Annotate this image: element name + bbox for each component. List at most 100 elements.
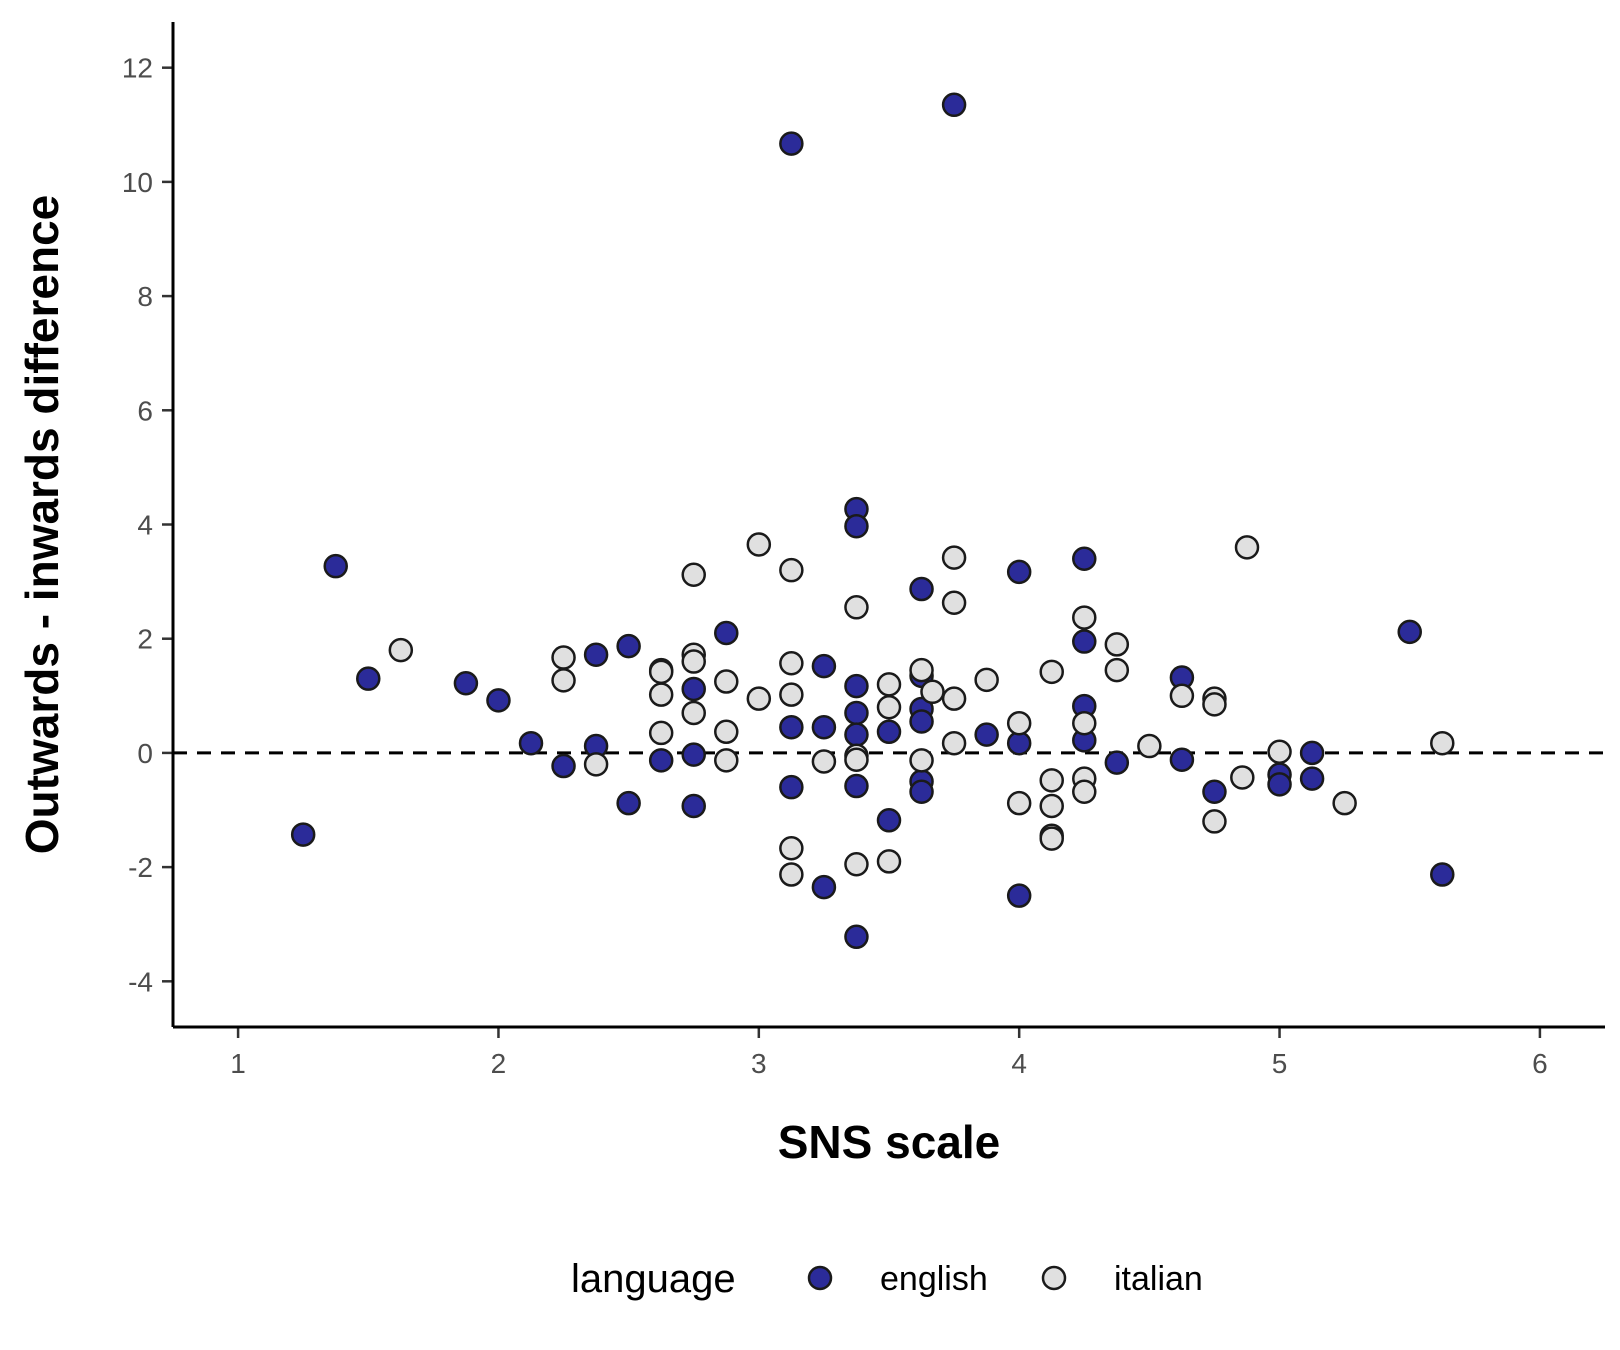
point-english: [453, 670, 479, 696]
point-italian: [1267, 739, 1292, 765]
point-english: [1104, 750, 1130, 775]
y-tick-label: 0: [137, 738, 153, 769]
y-tick-label: 10: [122, 167, 153, 198]
point-italian: [648, 720, 674, 746]
point-italian: [941, 730, 967, 756]
point-italian: [648, 659, 674, 685]
point-italian: [1039, 768, 1064, 793]
legend-title: language: [571, 1257, 736, 1301]
point-english: [583, 642, 609, 667]
point-english: [714, 620, 739, 646]
point-english: [1397, 619, 1422, 645]
point-english: [779, 714, 804, 740]
point-italian: [648, 682, 674, 707]
legend-label-english: english: [880, 1260, 988, 1298]
point-english: [616, 633, 641, 659]
point-english: [811, 874, 837, 900]
point-italian: [844, 595, 869, 620]
point-english: [844, 700, 869, 726]
series-italian-points: [388, 532, 1455, 887]
point-italian: [1039, 826, 1064, 851]
point-english: [1072, 629, 1097, 654]
point-italian: [1039, 659, 1064, 685]
point-english: [1006, 559, 1032, 585]
y-tick-label: 12: [122, 53, 153, 84]
point-italian: [583, 752, 609, 777]
point-english: [779, 774, 804, 800]
point-italian: [1332, 790, 1357, 816]
point-english: [876, 719, 902, 745]
point-english: [681, 742, 706, 767]
x-tick-label: 2: [491, 1048, 507, 1079]
point-english: [1267, 772, 1292, 797]
point-english: [844, 673, 869, 699]
point-english: [681, 793, 706, 819]
point-italian: [876, 849, 902, 874]
point-english: [1169, 747, 1195, 773]
point-italian: [1104, 632, 1130, 657]
point-italian: [1169, 683, 1195, 709]
point-italian: [551, 645, 576, 670]
y-tick-label: 4: [137, 510, 153, 541]
point-italian: [909, 748, 934, 773]
point-italian: [746, 532, 772, 557]
x-axis-title: SNS scale: [778, 1116, 1000, 1168]
y-tick-label: 8: [137, 281, 153, 312]
point-italian: [1202, 809, 1227, 834]
point-italian: [974, 667, 999, 693]
point-italian: [1230, 765, 1255, 790]
point-english: [356, 666, 381, 691]
y-axis-title: Outwards - inwards difference: [16, 195, 68, 854]
point-italian: [920, 679, 945, 705]
point-english: [323, 553, 348, 579]
point-italian: [746, 686, 772, 711]
legend-label-italian: italian: [1114, 1260, 1203, 1298]
point-italian: [551, 668, 576, 693]
x-tick-label: 1: [230, 1048, 246, 1079]
point-english: [1006, 883, 1032, 908]
point-english: [486, 688, 511, 713]
point-english: [1006, 730, 1032, 756]
point-english: [1072, 546, 1097, 572]
point-english: [1430, 862, 1455, 887]
point-italian: [1137, 733, 1162, 759]
point-italian: [811, 749, 837, 774]
x-tick-label: 5: [1272, 1048, 1288, 1079]
point-italian: [681, 700, 706, 726]
legend: language english italian: [571, 1257, 1203, 1301]
x-tick-label: 3: [751, 1048, 767, 1079]
y-tick-label: 2: [137, 624, 153, 655]
point-english: [616, 790, 641, 816]
point-italian: [1039, 793, 1064, 819]
point-italian: [779, 682, 804, 707]
point-english: [909, 709, 934, 734]
y-tick-label: -2: [128, 852, 153, 883]
point-english: [909, 576, 934, 602]
point-italian: [941, 590, 967, 615]
y-tick-label: 6: [137, 395, 153, 426]
point-english: [681, 676, 706, 702]
point-english: [974, 722, 999, 747]
point-italian: [779, 651, 804, 676]
point-english: [1299, 740, 1325, 766]
point-english: [844, 513, 869, 539]
point-italian: [1104, 657, 1130, 683]
series-english-points: [290, 92, 1455, 950]
y-tick-label: -4: [128, 966, 153, 997]
point-english: [844, 722, 869, 747]
point-italian: [779, 557, 804, 583]
point-italian: [779, 862, 804, 887]
point-english: [941, 92, 967, 118]
legend-key-italian: [1041, 1265, 1067, 1291]
point-english: [876, 808, 902, 833]
legend-key-english: [807, 1265, 833, 1291]
point-english: [518, 730, 544, 756]
point-italian: [1430, 730, 1455, 756]
point-italian: [1072, 779, 1097, 804]
point-english: [779, 131, 804, 156]
point-italian: [876, 694, 902, 720]
point-italian: [1072, 710, 1097, 736]
point-italian: [941, 545, 967, 570]
point-italian: [1234, 535, 1260, 560]
